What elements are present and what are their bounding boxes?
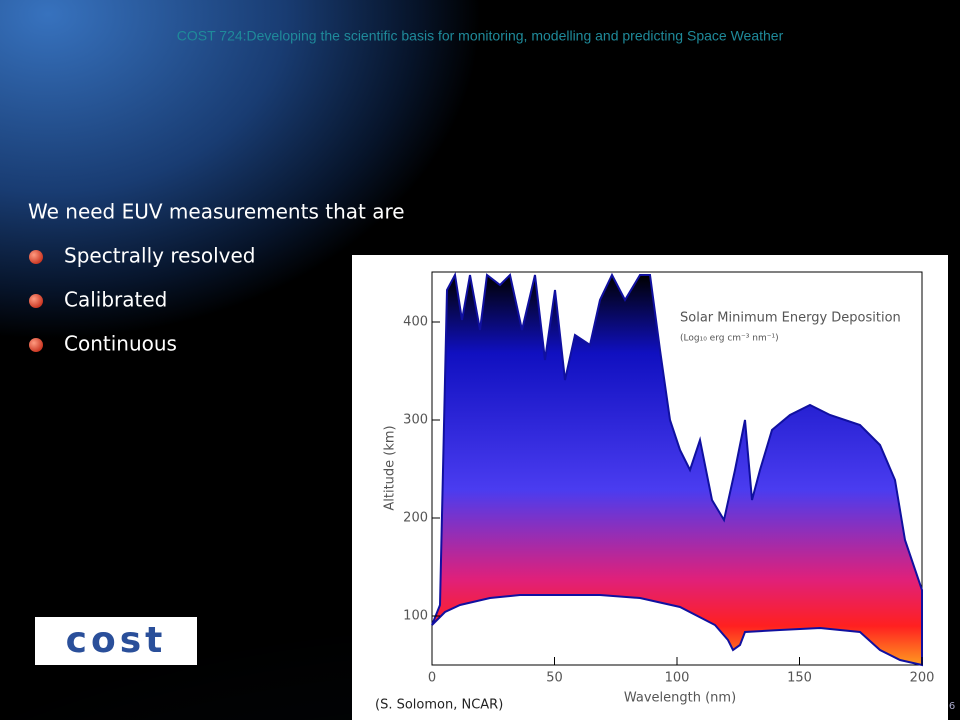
header-title: COST 724:Developing the scientific basis… bbox=[177, 28, 784, 44]
y-tick-label: 300 bbox=[403, 413, 428, 428]
figure-caption: (S. Solomon, NCAR) bbox=[375, 698, 503, 713]
bullet-dot bbox=[29, 338, 43, 352]
y-tick-label: 400 bbox=[403, 315, 428, 330]
y-axis-label: Altitude (km) bbox=[383, 425, 398, 510]
x-tick-label: 50 bbox=[546, 671, 563, 686]
heading: We need EUV measurements that are bbox=[28, 200, 405, 224]
y-tick-label: 100 bbox=[403, 609, 428, 624]
bullet-text: Calibrated bbox=[64, 288, 167, 312]
deposition-area bbox=[431, 271, 923, 667]
bullet-list: Spectrally resolved Calibrated Continuous bbox=[29, 244, 255, 356]
page-number: 6 bbox=[949, 701, 955, 712]
x-tick-label: 150 bbox=[787, 671, 812, 686]
figure-subtitle: (Log₁₀ erg cm⁻³ nm⁻¹) bbox=[680, 334, 779, 344]
x-tick-label: 100 bbox=[665, 671, 690, 686]
logo-box bbox=[35, 617, 197, 665]
bullet-dot bbox=[29, 294, 43, 308]
x-axis-label: Wavelength (nm) bbox=[624, 691, 736, 706]
figure-title: Solar Minimum Energy Deposition bbox=[680, 311, 901, 326]
axis-ticks: 0 50 100 150 200 100 200 300 400 bbox=[403, 315, 934, 686]
y-tick-label: 200 bbox=[403, 511, 428, 526]
x-tick-label: 0 bbox=[428, 671, 436, 686]
x-tick-label: 200 bbox=[910, 671, 935, 686]
logo-text: cost bbox=[66, 620, 167, 661]
bullet-text: Spectrally resolved bbox=[64, 244, 255, 268]
bullet-text: Continuous bbox=[64, 332, 177, 356]
bullet-dot bbox=[29, 250, 43, 264]
